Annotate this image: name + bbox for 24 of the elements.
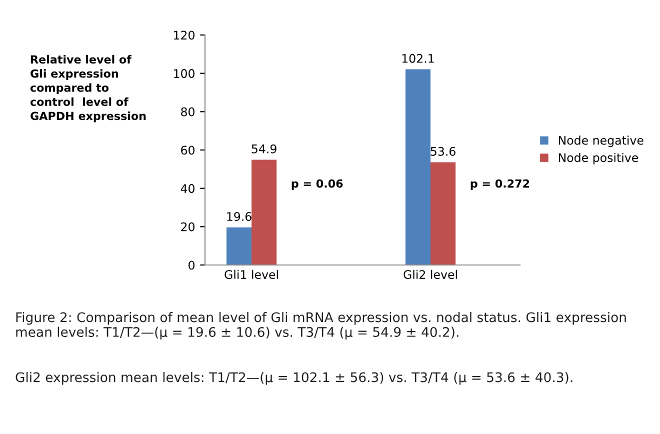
bar: [226, 227, 252, 265]
data-label: 53.6: [430, 146, 456, 156]
y-tick-label: 120: [174, 30, 194, 40]
y-tick-label: 80: [181, 107, 194, 116]
data-label: 19.6: [227, 212, 252, 221]
y-tick-label: 100: [174, 69, 194, 78]
bar: [430, 162, 456, 265]
x-tick-label: Gli2 level: [404, 270, 457, 279]
x-tick-label: Gli1 level: [224, 270, 278, 279]
y-tick-label: 40: [180, 184, 194, 193]
legend-label: Node positive: [558, 152, 638, 164]
y-tick-label: 0: [188, 260, 194, 270]
y-tick-label: 60: [181, 146, 194, 155]
caption: Figure 2: Comparison of mean level of Gli mRNA expression vs. nodal status. Gli1 expression mean levels: T1/T2—(μ = 19.6 ± 10.6) vs. T3/T4 (μ = 54.9 ± 40.2).: [16, 312, 626, 340]
y-tick-label: 20: [181, 222, 194, 232]
bar: [405, 69, 431, 265]
annotation: p = 0.272: [470, 179, 530, 190]
bar: [252, 160, 277, 265]
data-label: 102.1: [402, 54, 434, 63]
annotation: p = 0.06: [292, 179, 343, 190]
legend-label: Node negative: [558, 136, 644, 148]
text: Gli2 expression mean levels: T1/T2—(μ = 102.1 ± 56.3) vs. T3/T4 (μ = 53.6 ± 40.3).: [16, 372, 572, 385]
y-axis-title: Relative level of Gli expression compared to control level of GAPDH expression: [30, 55, 146, 122]
data-label: 54.9: [252, 144, 276, 154]
